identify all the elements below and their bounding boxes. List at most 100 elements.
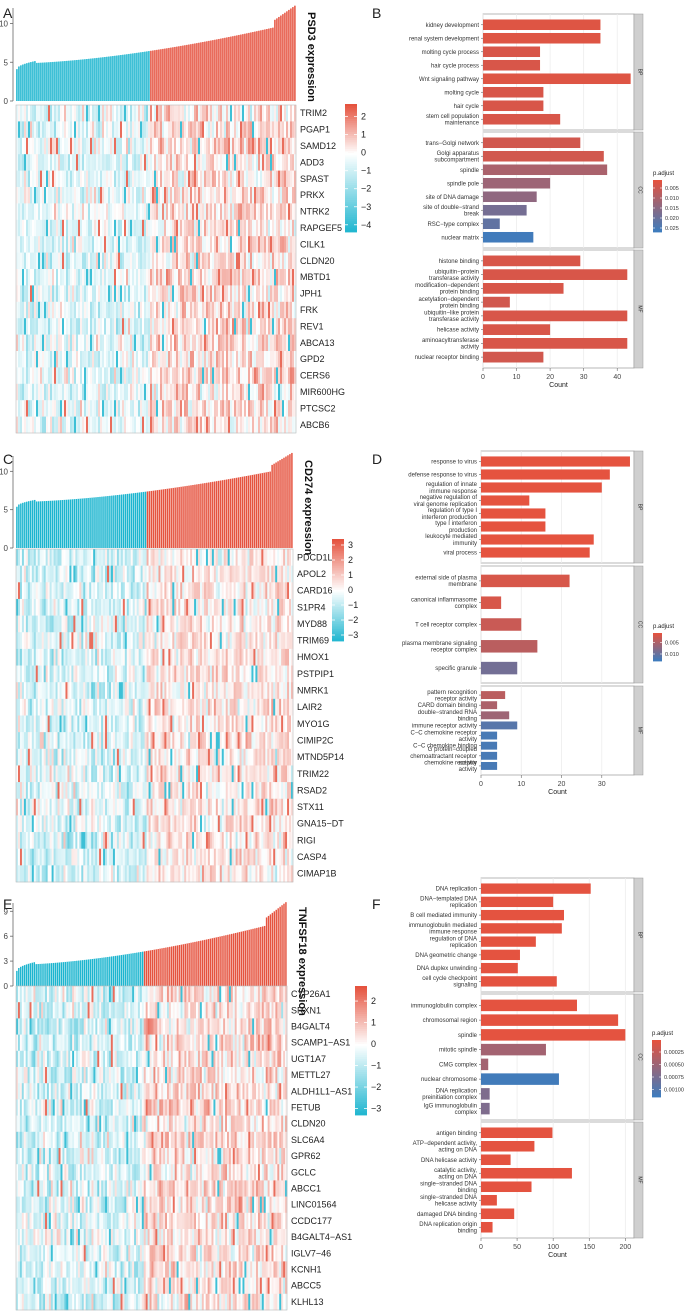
- heatmap-cell: [60, 154, 63, 171]
- heatmap-cell: [209, 715, 213, 733]
- heatmap-cell: [52, 170, 55, 188]
- heatmap-cell: [254, 285, 257, 303]
- expression-bar: [224, 37, 226, 101]
- heatmap-cell: [37, 732, 41, 750]
- heatmap-cell: [194, 615, 197, 633]
- heatmap-cell: [148, 121, 151, 139]
- heatmap-cell: [232, 318, 235, 335]
- heatmap-cell: [104, 269, 107, 286]
- expression-bar: [35, 501, 38, 548]
- heatmap-cell: [17, 732, 21, 750]
- heatmap-cell: [252, 252, 255, 270]
- heatmap-cell: [64, 269, 67, 286]
- heatmap-cell: [26, 301, 29, 319]
- heatmap-cell: [105, 565, 108, 583]
- heatmap-cell: [36, 137, 39, 155]
- heatmap-cell: [104, 416, 107, 434]
- expression-bar: [219, 480, 222, 548]
- heatmap-cell: [204, 170, 207, 188]
- heatmap-cell: [66, 383, 69, 401]
- heatmap-cell: [233, 682, 236, 700]
- heatmap-cell: [44, 301, 47, 319]
- heatmap-cell: [230, 252, 233, 270]
- heatmap-cell: [44, 105, 47, 122]
- expression-bar: [45, 500, 48, 548]
- heatmap-cell: [184, 383, 187, 401]
- expression-bar: [256, 31, 258, 101]
- heatmap-cell: [126, 582, 130, 600]
- heatmap-cell: [190, 665, 193, 683]
- heatmap-cell: [203, 598, 207, 616]
- heatmap-cell: [228, 105, 231, 122]
- heatmap-cell: [69, 698, 72, 716]
- legend-gradient-step: [345, 206, 357, 209]
- heatmap-cell: [229, 698, 232, 716]
- heatmap-cell: [142, 549, 145, 566]
- facet-strip: [633, 131, 644, 249]
- heatmap-cell: [235, 582, 238, 600]
- heatmap-cell: [269, 598, 272, 616]
- heatmap-cell: [105, 549, 108, 566]
- heatmap-cell: [18, 318, 21, 335]
- heatmap-cell: [41, 648, 44, 666]
- heatmap-cell: [280, 400, 283, 417]
- heatmap-row-label: S1PR4: [297, 602, 326, 612]
- expression-bar: [253, 474, 256, 548]
- heatmap-cell: [52, 187, 55, 204]
- heatmap-cell: [158, 615, 161, 633]
- heatmap-cell: [186, 252, 189, 270]
- heatmap-row: [16, 105, 297, 122]
- heatmap-cell: [122, 187, 125, 204]
- heatmap-cell: [59, 632, 62, 650]
- heatmap-cell: [114, 367, 117, 385]
- heatmap-cell: [208, 285, 211, 303]
- heatmap-cell: [152, 137, 155, 155]
- heatmap-cell: [178, 367, 181, 385]
- heatmap-cell: [180, 154, 183, 171]
- heatmap-cell: [190, 318, 193, 335]
- heatmap-cell: [201, 615, 205, 633]
- heatmap-cell: [224, 383, 227, 401]
- heatmap-cell: [284, 269, 287, 286]
- heatmap-cell: [146, 549, 149, 566]
- heatmap-cell: [285, 682, 288, 700]
- heatmap-cell: [164, 565, 167, 583]
- heatmap-cell: [18, 137, 21, 155]
- heatmap-cell: [198, 698, 201, 716]
- heatmap-cell: [82, 318, 85, 335]
- heatmap-cell: [188, 615, 191, 633]
- heatmap-cell: [186, 137, 189, 155]
- heatmap-cell: [154, 285, 157, 303]
- heatmap-cell: [107, 715, 110, 733]
- heatmap-cell: [204, 187, 207, 204]
- heatmap-cell: [124, 121, 127, 139]
- heatmap-cell: [16, 682, 19, 700]
- heatmap-cell: [92, 219, 95, 237]
- heatmap-cell: [100, 269, 103, 286]
- heatmap-cell: [142, 582, 145, 600]
- heatmap-cell: [29, 565, 33, 583]
- heatmap-cell: [273, 698, 276, 716]
- heatmap-cell: [284, 187, 287, 204]
- heatmap-cell: [82, 351, 85, 368]
- heatmap-cell: [138, 416, 141, 434]
- heatmap-cell: [160, 269, 163, 286]
- heatmap-cell: [182, 367, 185, 385]
- heatmap-cell: [184, 154, 187, 171]
- heatmap-cell: [99, 698, 102, 716]
- heatmap-cell: [211, 715, 215, 733]
- heatmap-cell: [81, 665, 84, 683]
- heatmap-cell: [216, 154, 219, 171]
- heatmap-cell: [256, 367, 259, 385]
- heatmap-cell: [138, 715, 141, 733]
- heatmap-cell: [124, 105, 127, 122]
- heatmap-cell: [158, 351, 161, 368]
- heatmap-cell: [54, 105, 57, 122]
- heatmap-cell: [33, 632, 37, 650]
- heatmap-cell: [228, 301, 231, 319]
- heatmap-cell: [176, 698, 179, 716]
- heatmap-cell: [138, 615, 141, 633]
- heatmap-cell: [261, 565, 264, 583]
- heatmap-cell: [96, 203, 99, 221]
- heatmap-cell: [56, 285, 59, 303]
